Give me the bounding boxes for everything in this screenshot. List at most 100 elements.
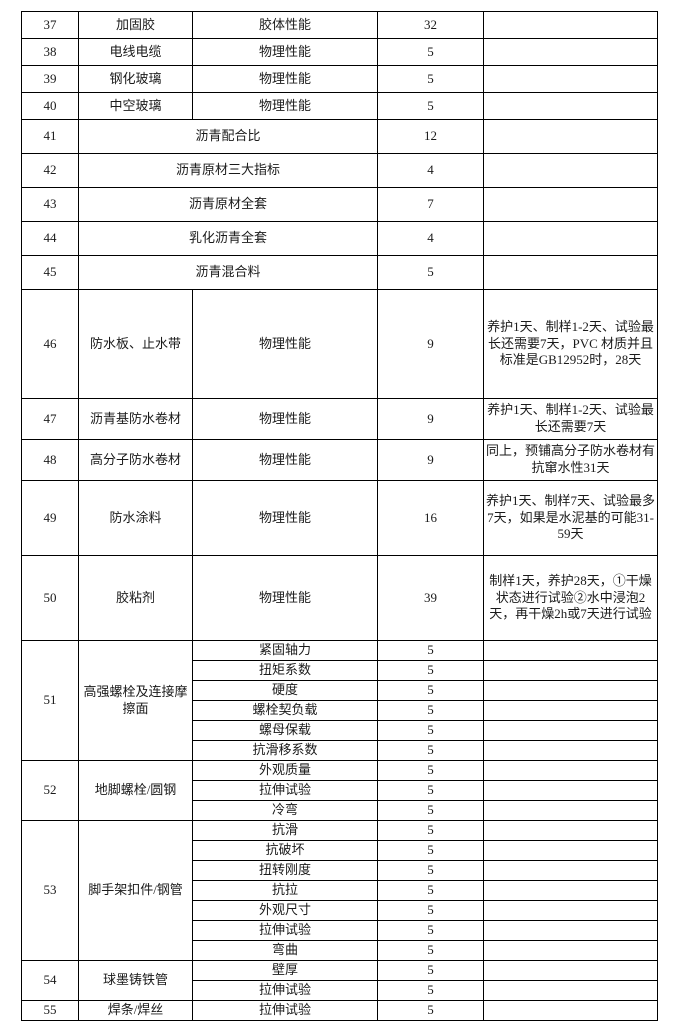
table-row: 43 沥青原材全套 7	[21, 187, 658, 222]
group-index: 51	[21, 640, 79, 761]
row-note	[483, 660, 658, 681]
row-item: 物理性能	[192, 555, 378, 641]
row-item: 扭矩系数	[192, 660, 378, 681]
table-row: 拉伸试验 5	[22, 920, 658, 941]
row-quantity: 7	[377, 187, 484, 222]
row-index: 49	[21, 480, 79, 556]
row-quantity: 9	[377, 289, 484, 399]
row-item: 拉伸试验	[192, 980, 378, 1001]
row-note: 制样1天，养护28天，①干燥状态进行试验②水中浸泡2天，再干燥2h或7天进行试验	[483, 555, 658, 641]
row-item: 胶体性能	[192, 11, 378, 39]
row-material: 钢化玻璃	[78, 65, 193, 93]
row-quantity: 9	[377, 439, 484, 481]
row-note	[483, 840, 658, 861]
row-note	[483, 92, 658, 120]
row-note	[483, 1000, 658, 1021]
row-note	[483, 11, 658, 39]
table-row: 51 高强螺栓及连接摩擦面 紧固轴力 5	[21, 640, 658, 761]
table-body: 37 加固胶 胶体性能 32 38 电线电缆 物理性能 5 39 钢化玻璃 物理…	[21, 11, 658, 1021]
row-item: 紧固轴力	[192, 640, 378, 661]
row-item: 外观质量	[192, 760, 378, 781]
row-index: 45	[21, 255, 79, 290]
row-quantity: 5	[377, 740, 484, 761]
row-note	[483, 680, 658, 701]
table-row: 冷弯 5	[22, 800, 658, 821]
table-row: 52 地脚螺栓/圆钢 外观质量 5	[21, 760, 658, 821]
row-note	[483, 700, 658, 721]
row-quantity: 5	[377, 1000, 484, 1021]
table-row: 55 焊条/焊丝 拉伸试验 5	[21, 1000, 658, 1021]
row-note	[483, 187, 658, 222]
row-index: 40	[21, 92, 79, 120]
row-note	[483, 800, 658, 821]
row-quantity: 5	[377, 960, 484, 981]
row-note	[483, 780, 658, 801]
row-quantity: 12	[377, 119, 484, 154]
row-quantity: 5	[377, 780, 484, 801]
row-item: 物理性能	[192, 480, 378, 556]
row-item: 拉伸试验	[192, 920, 378, 941]
row-note	[483, 900, 658, 921]
table-row: 44 乳化沥青全套 4	[21, 221, 658, 256]
row-note	[483, 860, 658, 881]
row-item: 物理性能	[192, 289, 378, 399]
row-note: 同上，预铺高分子防水卷材有抗窜水性31天	[483, 439, 658, 481]
row-material-merged: 乳化沥青全套	[78, 221, 378, 256]
row-quantity: 5	[377, 840, 484, 861]
row-item: 物理性能	[192, 92, 378, 120]
inspection-cycle-table: 37 加固胶 胶体性能 32 38 电线电缆 物理性能 5 39 钢化玻璃 物理…	[21, 11, 658, 1021]
row-index: 38	[21, 38, 79, 66]
row-quantity: 5	[377, 760, 484, 781]
row-material: 加固胶	[78, 11, 193, 39]
table-row: 螺母保载 5	[22, 720, 658, 741]
row-index: 48	[21, 439, 79, 481]
row-index: 50	[21, 555, 79, 641]
group-material: 球墨铸铁管	[78, 960, 193, 1001]
table-row: 41 沥青配合比 12	[21, 119, 658, 154]
row-material: 电线电缆	[78, 38, 193, 66]
row-note	[483, 980, 658, 1001]
row-index: 37	[21, 11, 79, 39]
table-row: 拉伸试验 5	[22, 780, 658, 801]
row-material-merged: 沥青原材全套	[78, 187, 378, 222]
row-material: 沥青基防水卷材	[78, 398, 193, 440]
row-quantity: 5	[377, 65, 484, 93]
row-material: 中空玻璃	[78, 92, 193, 120]
row-material: 胶粘剂	[78, 555, 193, 641]
row-material-merged: 沥青混合料	[78, 255, 378, 290]
row-item: 螺母保载	[192, 720, 378, 741]
row-material-merged: 沥青配合比	[78, 119, 378, 154]
row-material: 高分子防水卷材	[78, 439, 193, 481]
row-item: 抗破坏	[192, 840, 378, 861]
row-quantity: 5	[377, 860, 484, 881]
group-material: 高强螺栓及连接摩擦面	[78, 640, 193, 761]
row-item: 外观尺寸	[192, 900, 378, 921]
table-row: 42 沥青原材三大指标 4	[21, 153, 658, 188]
table-row: 45 沥青混合料 5	[21, 255, 658, 290]
row-index: 47	[21, 398, 79, 440]
row-quantity: 5	[377, 900, 484, 921]
row-item: 扭转刚度	[192, 860, 378, 881]
row-quantity: 16	[377, 480, 484, 556]
row-quantity: 5	[377, 980, 484, 1001]
row-quantity: 4	[377, 221, 484, 256]
row-note: 养护1天、制样7天、试验最多7天，如果是水泥基的可能31-59天	[483, 480, 658, 556]
table-row: 53 脚手架扣件/钢管 抗滑 5	[21, 820, 658, 961]
table-row: 47 沥青基防水卷材 物理性能 9 养护1天、制样1-2天、试验最长还需要7天	[21, 398, 658, 440]
row-item: 物理性能	[192, 65, 378, 93]
row-quantity: 5	[377, 680, 484, 701]
table-row: 硬度 5	[22, 680, 658, 701]
table-row: 扭矩系数 5	[22, 660, 658, 681]
row-item: 物理性能	[192, 439, 378, 481]
table-row: 外观尺寸 5	[22, 900, 658, 921]
table-row: 48 高分子防水卷材 物理性能 9 同上，预铺高分子防水卷材有抗窜水性31天	[21, 439, 658, 481]
row-quantity: 9	[377, 398, 484, 440]
row-note	[483, 760, 658, 781]
row-item: 抗滑移系数	[192, 740, 378, 761]
row-item: 硬度	[192, 680, 378, 701]
group-material: 地脚螺栓/圆钢	[78, 760, 193, 821]
row-quantity: 5	[377, 38, 484, 66]
row-quantity: 39	[377, 555, 484, 641]
row-quantity: 5	[377, 800, 484, 821]
